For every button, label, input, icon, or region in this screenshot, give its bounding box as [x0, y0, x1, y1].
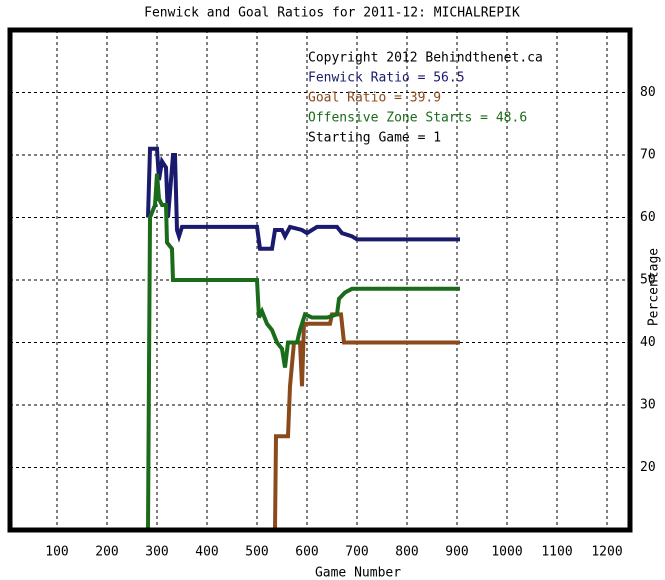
- series-line: [273, 312, 460, 531]
- y-tick-label: 80: [640, 85, 656, 100]
- x-axis-label: Game Number: [315, 566, 401, 580]
- series-line: [146, 173, 460, 531]
- annotation: Offensive Zone Starts = 48.6: [308, 111, 527, 126]
- y-tick-label: 60: [640, 210, 656, 225]
- y-tick-label: 40: [640, 335, 656, 350]
- annotation: Fenwick Ratio = 56.5: [308, 71, 465, 86]
- x-tick-label: 1200: [591, 545, 622, 560]
- x-tick-label: 200: [95, 545, 118, 560]
- x-tick-label: 700: [345, 545, 368, 560]
- annotation: Copyright 2012 Behindthenet.ca: [308, 51, 543, 66]
- x-tick-label: 1100: [541, 545, 572, 560]
- y-tick-label: 20: [640, 460, 656, 475]
- x-tick-label: 1000: [491, 545, 522, 560]
- x-tick-label: 800: [395, 545, 418, 560]
- x-tick-label: 100: [45, 545, 68, 560]
- y-tick-label: 70: [640, 148, 656, 163]
- x-tick-label: 500: [245, 545, 268, 560]
- y-axis-label: Percentage: [647, 248, 662, 326]
- x-tick-label: 900: [445, 545, 468, 560]
- x-tick-label: 400: [195, 545, 218, 560]
- plot-frame: [7, 27, 633, 533]
- series-line: [146, 146, 460, 251]
- x-tick-label: 300: [145, 545, 168, 560]
- annotation: Starting Game = 1: [308, 131, 441, 146]
- y-tick-label: 30: [640, 398, 656, 413]
- annotation: Goal Ratio = 39.9: [308, 91, 441, 106]
- x-tick-label: 600: [295, 545, 318, 560]
- chart-title: Fenwick and Goal Ratios for 2011-12: MIC…: [144, 6, 520, 21]
- y-tick-label: 50: [640, 273, 656, 288]
